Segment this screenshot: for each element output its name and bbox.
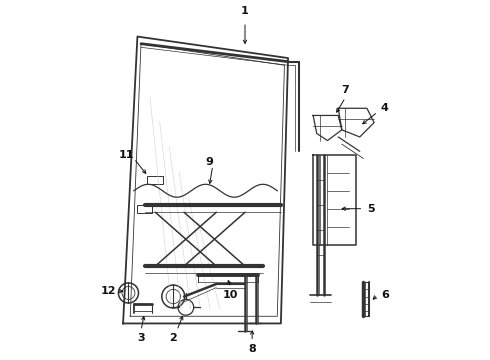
- Text: 5: 5: [367, 204, 374, 214]
- Text: 2: 2: [170, 333, 177, 343]
- Text: 12: 12: [101, 286, 117, 296]
- Bar: [147, 176, 163, 184]
- Text: 11: 11: [119, 150, 134, 160]
- Text: 8: 8: [248, 343, 256, 354]
- Bar: [137, 205, 152, 213]
- Text: 3: 3: [137, 333, 145, 343]
- Text: 10: 10: [223, 290, 238, 300]
- Text: 7: 7: [342, 85, 349, 95]
- Text: 6: 6: [381, 290, 389, 300]
- Text: 1: 1: [241, 6, 249, 17]
- Text: 9: 9: [205, 157, 213, 167]
- Text: 4: 4: [381, 103, 389, 113]
